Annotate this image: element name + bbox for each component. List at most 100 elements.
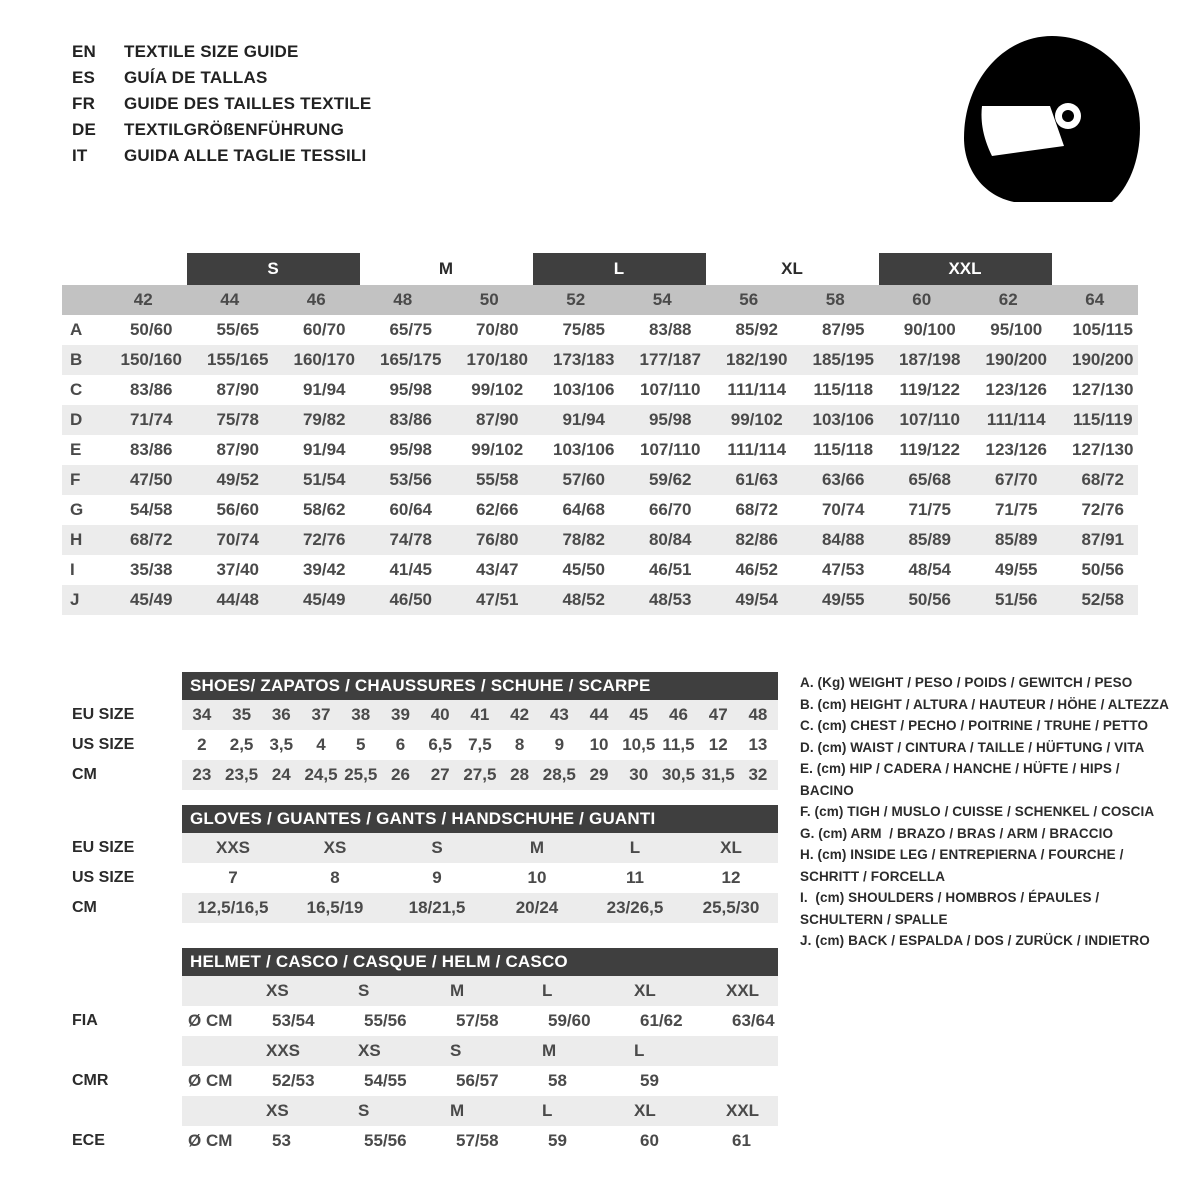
table-row: B 150/160 155/165 160/170 165/175 170/180 173/… — [62, 345, 1138, 375]
table-cell: 61/62 — [640, 1011, 683, 1030]
table-cell: 103/106 — [812, 410, 874, 429]
helmet-size-values: XS S M L XL XXL — [182, 1096, 778, 1126]
table-cell: 57/58 — [456, 1131, 499, 1150]
table-cell: 53 — [272, 1131, 291, 1150]
table-cell: 46 — [669, 705, 688, 724]
table-cell: 9 — [554, 735, 565, 754]
helmet-table-body: XS S M L XL XXL FIA Ø CM 53/54 55/56 57/58 59/60 61/… — [72, 976, 778, 1156]
table-cell: 75/85 — [562, 320, 606, 339]
table-cell: 40 — [430, 705, 450, 724]
helmet-size-row-spacer — [72, 1096, 182, 1126]
table-cell: 70/74 — [821, 500, 865, 519]
table-row: FIA Ø CM 53/54 55/56 57/58 59/60 61/62 63/64 — [72, 1006, 778, 1036]
table-cell: 72/76 — [1081, 500, 1125, 519]
helmet-size-unit-spacer — [182, 1036, 260, 1066]
table-cell: 91/94 — [302, 380, 346, 399]
table-cell: 119/122 — [899, 380, 960, 399]
table-cell: 26 — [390, 765, 410, 784]
table-cell: 155/165 — [207, 350, 269, 369]
legend-item: G. (cm) ARM / BRAZO / BRAS / ARM / BRACC… — [800, 825, 1114, 841]
table-row: J 45/49 44/48 45/49 46/50 47/51 48/52 48/53 49/5… — [62, 585, 1138, 615]
column-header-46: 46 — [306, 290, 326, 309]
legend-item: H. (cm) INSIDE LEG / ENTREPIERNA / FOURC… — [800, 847, 1124, 884]
table-cell: XXS — [215, 838, 251, 857]
table-cell: 85/92 — [735, 320, 779, 339]
table-cell: 2 — [197, 735, 207, 754]
helmet-value-row: Ø CM 52/53 54/55 56/57 58 59 — [182, 1066, 778, 1096]
table-cell: 95/100 — [990, 320, 1043, 339]
table-cell: 85/89 — [994, 530, 1038, 549]
table-cell: 103/106 — [553, 440, 615, 459]
table-cell: 28 — [510, 765, 530, 784]
header-language-code: IT — [72, 146, 88, 165]
table-cell: 95/98 — [389, 440, 433, 459]
helmet-size-label: S — [358, 1101, 370, 1120]
table-cell: 48/52 — [562, 590, 606, 609]
table-cell: 111/114 — [986, 410, 1046, 429]
table-cell: 107/110 — [639, 380, 701, 399]
table-cell: 29 — [589, 765, 609, 784]
table-cell: 85/89 — [908, 530, 952, 549]
table-cell: 11,5 — [662, 735, 695, 754]
table-cell: 115/118 — [813, 440, 874, 459]
table-cell: 68/72 — [1081, 470, 1125, 489]
table-cell: 18/21,5 — [408, 898, 466, 917]
table-cell: 83/86 — [389, 410, 433, 429]
table-cell: 51/56 — [994, 590, 1038, 609]
table-cell: 43 — [549, 705, 569, 724]
table-cell: 111/114 — [727, 380, 787, 399]
helmet-standard-label: FIA — [72, 1012, 98, 1029]
table-cell: 57/60 — [562, 470, 606, 489]
helmet-size-unit-spacer — [182, 976, 260, 1006]
table-cell: 182/190 — [726, 350, 788, 369]
table-cell: 99/102 — [471, 380, 524, 399]
table-cell: 42 — [510, 705, 530, 724]
table-cell: 127/130 — [1072, 380, 1134, 399]
table-cell: 32 — [748, 765, 768, 784]
helmet-size-label: XL — [634, 1101, 656, 1120]
table-cell: 68/72 — [735, 500, 779, 519]
header-title-text: GUÍA DE TALLAS — [124, 68, 268, 87]
helmet-unit-label: Ø CM — [188, 1071, 233, 1090]
table-cell: 46/51 — [648, 560, 692, 579]
table-cell: 63/66 — [821, 470, 865, 489]
table-cell: 11 — [626, 868, 644, 887]
table-cell: 187/198 — [899, 350, 961, 369]
table-cell: 8 — [330, 868, 340, 887]
table-cell: 39/42 — [302, 560, 346, 579]
table-cell: 61 — [732, 1131, 751, 1150]
row-values: 12,5/16,5 16,5/19 18/21,5 20/24 23/26,5 25,5/… — [182, 893, 778, 923]
row-letter-f: F — [70, 470, 81, 489]
table-cell: 30,5 — [661, 765, 696, 784]
table-cell: 107/110 — [639, 440, 701, 459]
row-letter-b: B — [70, 350, 83, 369]
table-cell: 45 — [629, 705, 649, 724]
table-cell: 44 — [589, 705, 609, 724]
row-values: XXS XS S M L XL — [182, 833, 778, 863]
table-cell: 58 — [548, 1071, 567, 1090]
helmet-size-label: XXS — [266, 1041, 301, 1060]
table-cell: 39 — [390, 705, 410, 724]
helmet-size-label: XS — [266, 1101, 289, 1120]
table-cell: 45/49 — [129, 590, 173, 609]
table-cell: 35 — [232, 705, 252, 724]
table-cell: 6,5 — [428, 735, 452, 754]
column-header-50: 50 — [479, 290, 499, 309]
table-cell: 23/26,5 — [606, 898, 664, 917]
table-cell: 71/74 — [129, 410, 173, 429]
table-cell: 185/195 — [812, 350, 874, 369]
table-cell: 56/60 — [216, 500, 260, 519]
row-letter-g: G — [70, 500, 84, 519]
table-cell: 87/90 — [475, 410, 519, 429]
table-cell: 37/40 — [216, 560, 260, 579]
table-cell: 95/98 — [389, 380, 433, 399]
row-values: 23 23,5 24 24,5 25,5 26 27 27,5 28 28,5 29 30 30,5 31… — [182, 760, 778, 790]
row-letter-c: C — [70, 380, 83, 399]
table-cell: 150/160 — [120, 350, 182, 369]
table-cell: 27 — [430, 765, 450, 784]
table-cell: 54/55 — [364, 1071, 407, 1090]
helmet-size-label: M — [450, 1101, 465, 1120]
table-cell: 25,5 — [344, 765, 378, 784]
table-cell: 99/102 — [471, 440, 524, 459]
table-row: D 71/74 75/78 79/82 83/86 87/90 91/94 95/98 99/1… — [62, 405, 1138, 435]
